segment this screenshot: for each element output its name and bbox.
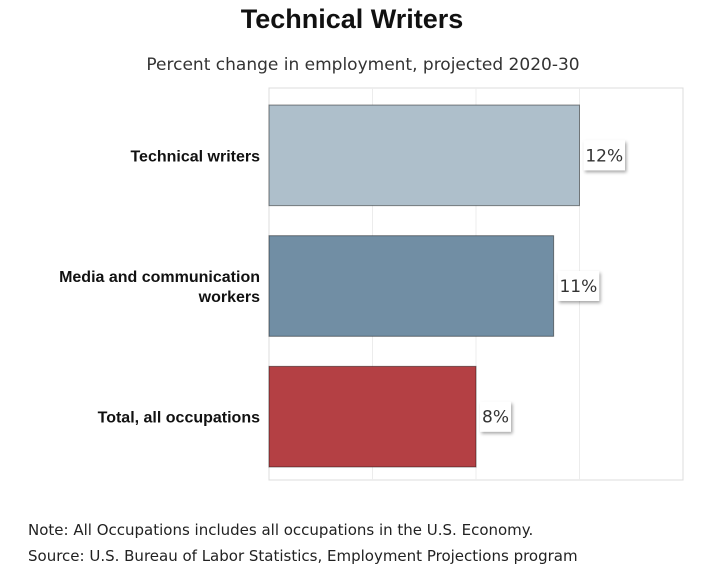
bar: [268, 365, 477, 468]
bars: [268, 104, 580, 468]
value-label-box: [583, 140, 625, 171]
category-label: Technical writers: [130, 148, 260, 165]
category-label: Media and communication workers: [59, 269, 260, 306]
chart-note: Note: All Occupations includes all occup…: [28, 521, 534, 539]
chart-subtitle: Percent change in employment, projected …: [146, 55, 580, 75]
value-label: 12%: [585, 146, 623, 166]
chart-title: Technical Writers: [240, 4, 464, 34]
value-label: 11%: [559, 277, 597, 297]
bar: [268, 104, 580, 207]
value-label-box: [557, 271, 600, 301]
value-label-box: [480, 401, 511, 432]
value-label: 8%: [482, 408, 509, 428]
category-labels: Technical writers Media and communication…: [59, 148, 260, 426]
value-labels: 12% 11% 8%: [480, 140, 625, 432]
bar: [268, 235, 555, 337]
category-label: Total, all occupations: [98, 410, 260, 427]
chart-source: Source: U.S. Bureau of Labor Statistics,…: [28, 547, 578, 565]
